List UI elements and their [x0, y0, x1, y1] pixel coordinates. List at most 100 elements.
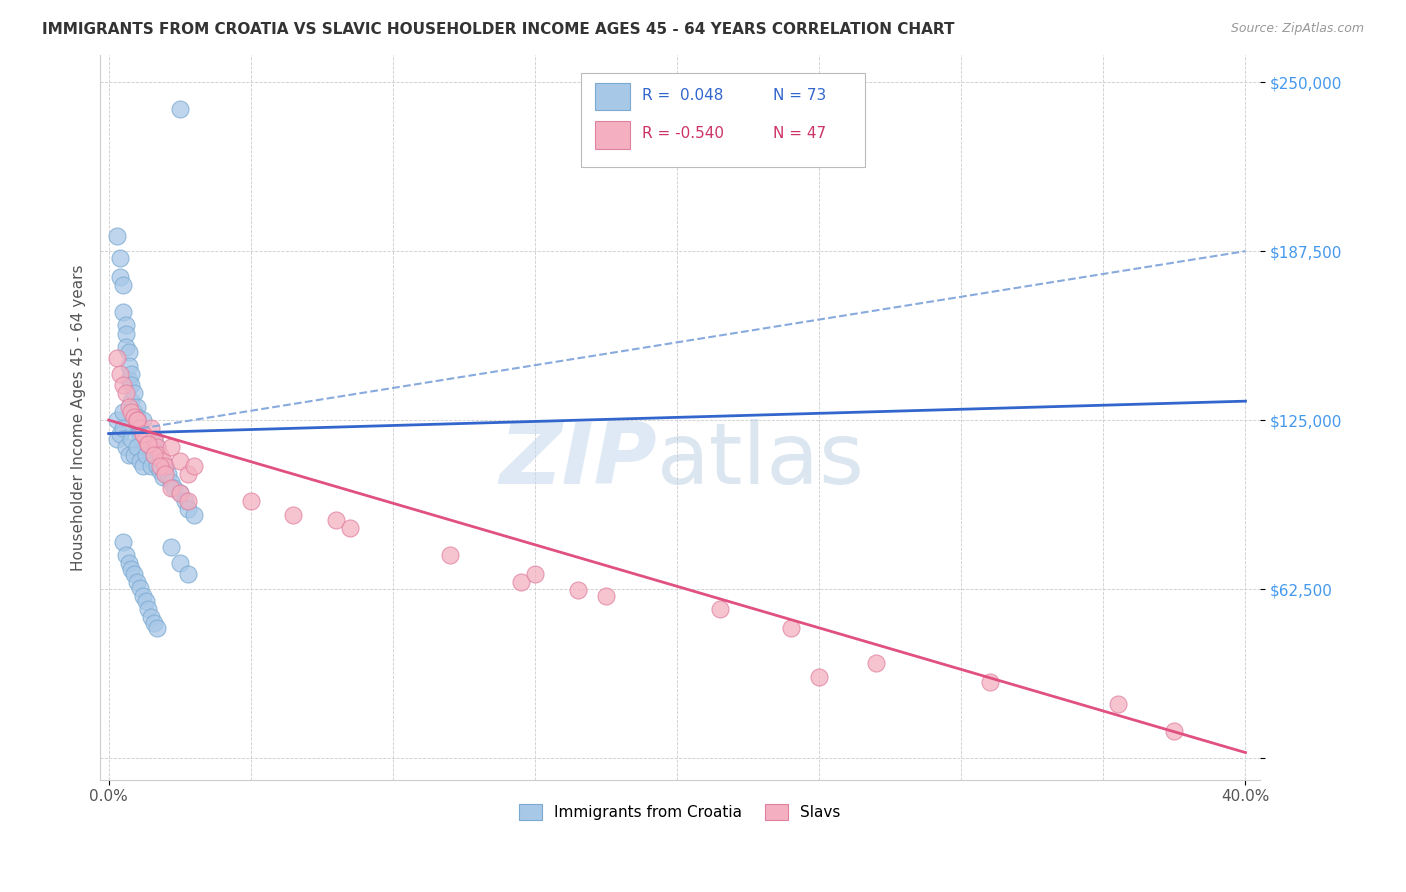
Point [125, 410, 148, 425]
Point [132, 426, 155, 441]
Point [143, 448, 166, 462]
Point [122, 448, 145, 462]
FancyBboxPatch shape [595, 121, 630, 149]
Point [108, 269, 131, 284]
Legend: Immigrants from Croatia, Slavs: Immigrants from Croatia, Slavs [513, 798, 846, 826]
Point [155, 458, 177, 473]
Point [523, 567, 546, 582]
Point [439, 548, 461, 562]
Text: R =  0.048: R = 0.048 [641, 87, 723, 103]
Point [117, 359, 139, 373]
Point [177, 467, 200, 482]
Point [132, 589, 155, 603]
Point [141, 421, 163, 435]
Point [160, 475, 183, 490]
Point [143, 448, 166, 462]
Point [808, 670, 831, 684]
Point [125, 413, 148, 427]
Point [108, 426, 131, 441]
Point [120, 378, 142, 392]
Point [120, 405, 142, 419]
Point [108, 251, 131, 265]
Point [135, 448, 157, 462]
Point [132, 426, 155, 441]
Text: atlas: atlas [657, 419, 865, 502]
Text: N = 47: N = 47 [773, 126, 825, 141]
Point [125, 400, 148, 414]
Y-axis label: Householder Income Ages 45 - 64 years: Householder Income Ages 45 - 64 years [72, 264, 86, 571]
Point [132, 413, 155, 427]
Point [117, 345, 139, 359]
Point [138, 437, 160, 451]
Point [183, 458, 205, 473]
Point [129, 426, 152, 441]
Point [177, 502, 200, 516]
Point [149, 448, 172, 462]
Text: N = 73: N = 73 [773, 87, 825, 103]
Point [122, 567, 145, 582]
Point [111, 421, 134, 435]
Point [135, 432, 157, 446]
Point [157, 467, 180, 482]
Point [143, 432, 166, 446]
Point [149, 465, 172, 479]
Point [146, 440, 169, 454]
Point [132, 426, 155, 441]
Point [1107, 697, 1129, 711]
Point [146, 440, 169, 454]
Point [239, 494, 262, 508]
Point [111, 405, 134, 419]
Point [325, 513, 347, 527]
Point [709, 602, 731, 616]
Point [105, 229, 128, 244]
Point [114, 386, 136, 401]
Point [138, 437, 160, 451]
Point [152, 470, 174, 484]
FancyBboxPatch shape [581, 73, 866, 168]
Point [979, 675, 1001, 690]
Point [141, 458, 163, 473]
Point [174, 494, 197, 508]
Point [138, 440, 160, 454]
Point [169, 557, 191, 571]
Point [108, 367, 131, 381]
Point [129, 432, 152, 446]
Point [132, 437, 155, 451]
Point [129, 421, 152, 435]
Point [163, 481, 186, 495]
Point [143, 432, 166, 446]
Point [120, 562, 142, 576]
FancyBboxPatch shape [595, 83, 630, 111]
Point [865, 657, 887, 671]
Point [169, 453, 191, 467]
Point [146, 458, 169, 473]
Point [595, 589, 617, 603]
Point [111, 277, 134, 292]
Point [155, 458, 177, 473]
Point [155, 467, 177, 482]
Point [169, 486, 191, 500]
Point [567, 583, 589, 598]
Point [169, 102, 191, 116]
Point [120, 394, 142, 409]
Point [177, 494, 200, 508]
Point [509, 575, 531, 590]
Point [117, 557, 139, 571]
Point [105, 351, 128, 365]
Point [105, 432, 128, 446]
Point [120, 432, 142, 446]
Point [160, 440, 183, 454]
Point [135, 594, 157, 608]
Text: R = -0.540: R = -0.540 [641, 126, 724, 141]
Point [138, 602, 160, 616]
Point [117, 372, 139, 386]
Point [117, 400, 139, 414]
Point [120, 367, 142, 381]
Point [339, 521, 361, 535]
Point [111, 534, 134, 549]
Point [149, 458, 172, 473]
Point [146, 621, 169, 635]
Point [114, 548, 136, 562]
Point [122, 410, 145, 425]
Point [125, 413, 148, 427]
